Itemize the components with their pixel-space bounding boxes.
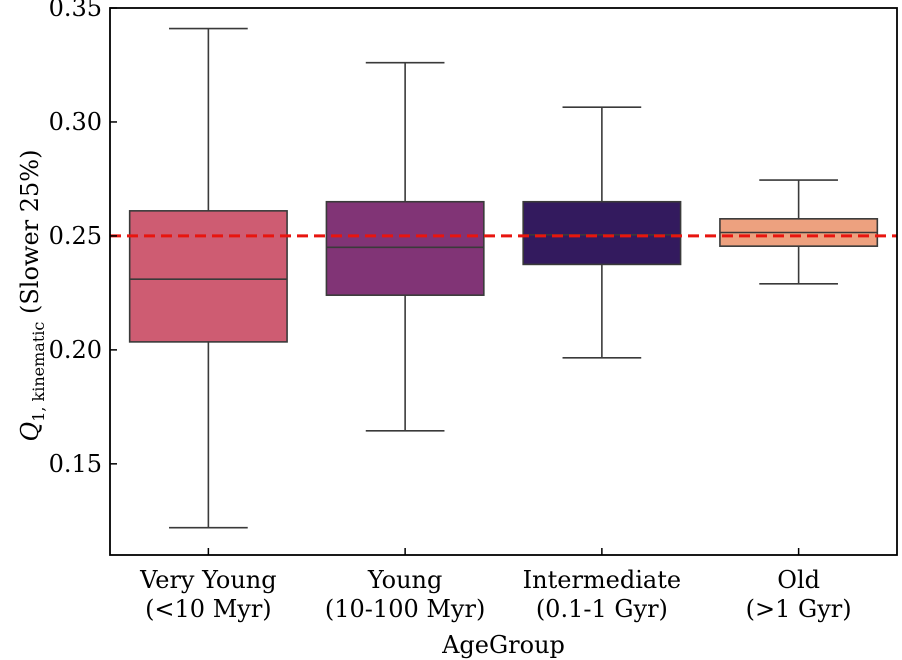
x-tick-label-line2: (0.1-1 Gyr) — [536, 595, 668, 623]
y-axis-label-subscript: 1, kinematic — [29, 322, 48, 422]
x-tick-label-line1: Very Young — [139, 566, 276, 594]
x-axis-ticks: Very Young(<10 Myr) Young(10-100 Myr) Inte… — [139, 548, 852, 623]
box — [522, 200, 682, 266]
box — [128, 210, 288, 343]
x-tick-label-line2: (>1 Gyr) — [746, 595, 852, 623]
y-tick-label: 0.25 — [49, 222, 102, 250]
y-tick-label: 0.20 — [49, 336, 102, 364]
y-axis-label-symbol: Q — [16, 422, 44, 442]
y-tick-label: 0.35 — [49, 0, 102, 22]
y-axis-label-suffix: (Slower 25%) — [16, 150, 44, 322]
x-tick-label-line2: (<10 Myr) — [145, 595, 272, 623]
x-tick-label-line1: Young — [367, 566, 442, 594]
y-axis-ticks: 0.15 0.20 0.25 0.30 0.35 — [49, 0, 117, 478]
box — [325, 200, 485, 296]
y-tick-label: 0.30 — [49, 108, 102, 136]
y-axis-label: Q1, kinematic (Slower 25%) — [16, 150, 48, 442]
plot-area — [110, 27, 897, 529]
x-axis-label: AgeGroup — [441, 631, 565, 659]
x-tick-label-line1: Old — [777, 566, 820, 594]
x-tick-label-line1: Intermediate — [523, 566, 681, 594]
x-tick-label-line2: (10-100 Myr) — [325, 595, 485, 623]
plot-frame — [109, 7, 898, 556]
y-tick-label: 0.15 — [49, 450, 102, 478]
